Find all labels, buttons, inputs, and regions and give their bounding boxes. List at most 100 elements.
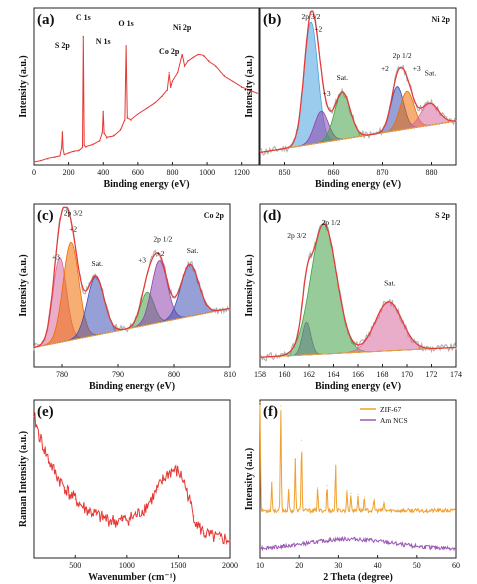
data-point — [61, 131, 63, 133]
data-point — [183, 480, 185, 482]
data-point — [192, 57, 194, 59]
data-point — [161, 95, 163, 97]
data-point — [61, 146, 63, 148]
panel-f: 10 20 30 40 50 60 2 Theta (degree) Intensity (a… — [244, 399, 460, 583]
x-tick-label: 1500 — [170, 561, 186, 570]
peak-label: Ni 2p — [173, 23, 192, 32]
data-point — [106, 137, 108, 139]
panel-letter: (e) — [37, 404, 54, 420]
data-point — [154, 101, 156, 103]
panel-letter: (f) — [263, 404, 278, 420]
data-point — [119, 128, 122, 130]
data-point — [92, 143, 94, 145]
x-tick-label: 0 — [32, 168, 36, 177]
data-point — [183, 65, 186, 68]
data-point — [101, 131, 103, 133]
data-point — [363, 496, 365, 498]
data-point — [95, 514, 97, 516]
x-tick-label: 168 — [377, 370, 389, 379]
series-line — [33, 411, 230, 546]
data-point — [62, 147, 64, 150]
data-point — [126, 518, 128, 520]
panel-c: 780 790 800 810 Binding energy (eV) Intensity… — [18, 203, 236, 392]
data-point — [145, 107, 148, 109]
x-tick-label: 790 — [112, 370, 124, 379]
x-tick-label: 880 — [426, 168, 438, 177]
data-point — [38, 434, 40, 436]
data-point — [131, 517, 133, 519]
data-point — [85, 146, 87, 148]
data-point — [59, 480, 61, 482]
peak-label: +2 — [381, 64, 389, 73]
panel-b: 850 860 870 880 Binding energy (eV) Intensity… — [244, 7, 457, 190]
data-point — [113, 134, 115, 136]
x-tick-label: 800 — [168, 370, 180, 379]
peak-label: 2p 1/2 — [393, 51, 412, 60]
peak-label: +3 — [413, 64, 421, 73]
data-point — [102, 110, 104, 112]
x-tick-label: 500 — [69, 561, 81, 570]
data-point — [256, 92, 258, 95]
data-point — [73, 150, 75, 153]
panel-title: Co 2p — [204, 211, 225, 220]
x-axis-label: Binding energy (eV) — [315, 381, 401, 392]
data-point — [116, 521, 118, 523]
data-point — [125, 45, 127, 47]
x-tick-label: 166 — [352, 370, 364, 379]
data-point — [40, 159, 42, 162]
x-axis-label: Binding energy (eV) — [89, 381, 175, 392]
data-point — [33, 416, 35, 418]
plot-frame — [33, 7, 260, 166]
peak-label: +2 — [314, 25, 322, 34]
envelope-line — [259, 10, 457, 153]
x-tick-label: 200 — [63, 168, 75, 177]
data-point — [208, 59, 210, 62]
data-point — [68, 152, 70, 154]
x-tick-label: 164 — [328, 370, 340, 379]
data-point — [241, 86, 243, 89]
panel-letter: (b) — [263, 12, 281, 28]
panel-title: S 2p — [435, 211, 450, 220]
peak-label: Sat. — [384, 279, 396, 288]
x-tick-label: 170 — [401, 370, 413, 379]
series-line — [259, 404, 457, 515]
data-point — [69, 494, 71, 496]
x-tick-label: 1000 — [199, 168, 215, 177]
data-point — [203, 55, 205, 57]
data-point — [166, 89, 168, 92]
data-point — [90, 511, 92, 513]
data-point — [177, 71, 179, 74]
panel-letter: (a) — [37, 12, 55, 28]
panel-letter: (d) — [263, 208, 281, 224]
plot-frame — [259, 7, 457, 166]
peak-label: C 1s — [76, 13, 91, 22]
series-line — [259, 535, 457, 552]
data-point — [168, 71, 170, 74]
data-point — [82, 36, 84, 38]
peak-label: 2p 3/2 — [287, 231, 306, 240]
envelope-line — [33, 206, 231, 348]
x-tick-label: 40 — [374, 561, 382, 570]
envelope-line — [260, 222, 457, 358]
y-axis-label: Intensity (a.u.) — [244, 448, 255, 511]
data-point — [162, 480, 164, 482]
x-tick-label: 1200 — [234, 168, 250, 177]
plot-frame — [33, 203, 231, 368]
panel-a: 0 200 400 600 800 1000 1200 Binding energy (eV)… — [18, 7, 260, 190]
plot-frame — [259, 203, 457, 368]
background-line — [33, 307, 231, 348]
data-point — [350, 493, 352, 495]
data-point — [373, 498, 375, 500]
data-point — [357, 494, 359, 496]
data-point — [177, 471, 179, 473]
panel-d: 158 160 162 164 166 168 170 172 174 Binding energ… — [244, 203, 462, 392]
peak-label: Co 2p — [159, 47, 180, 56]
peak-label: N 1s — [96, 37, 111, 46]
plot-frame — [259, 399, 457, 559]
data-point — [152, 497, 154, 499]
x-tick-label: 158 — [254, 370, 266, 379]
data-point — [171, 80, 174, 83]
x-tick-label: 400 — [97, 168, 109, 177]
data-point — [249, 89, 251, 92]
